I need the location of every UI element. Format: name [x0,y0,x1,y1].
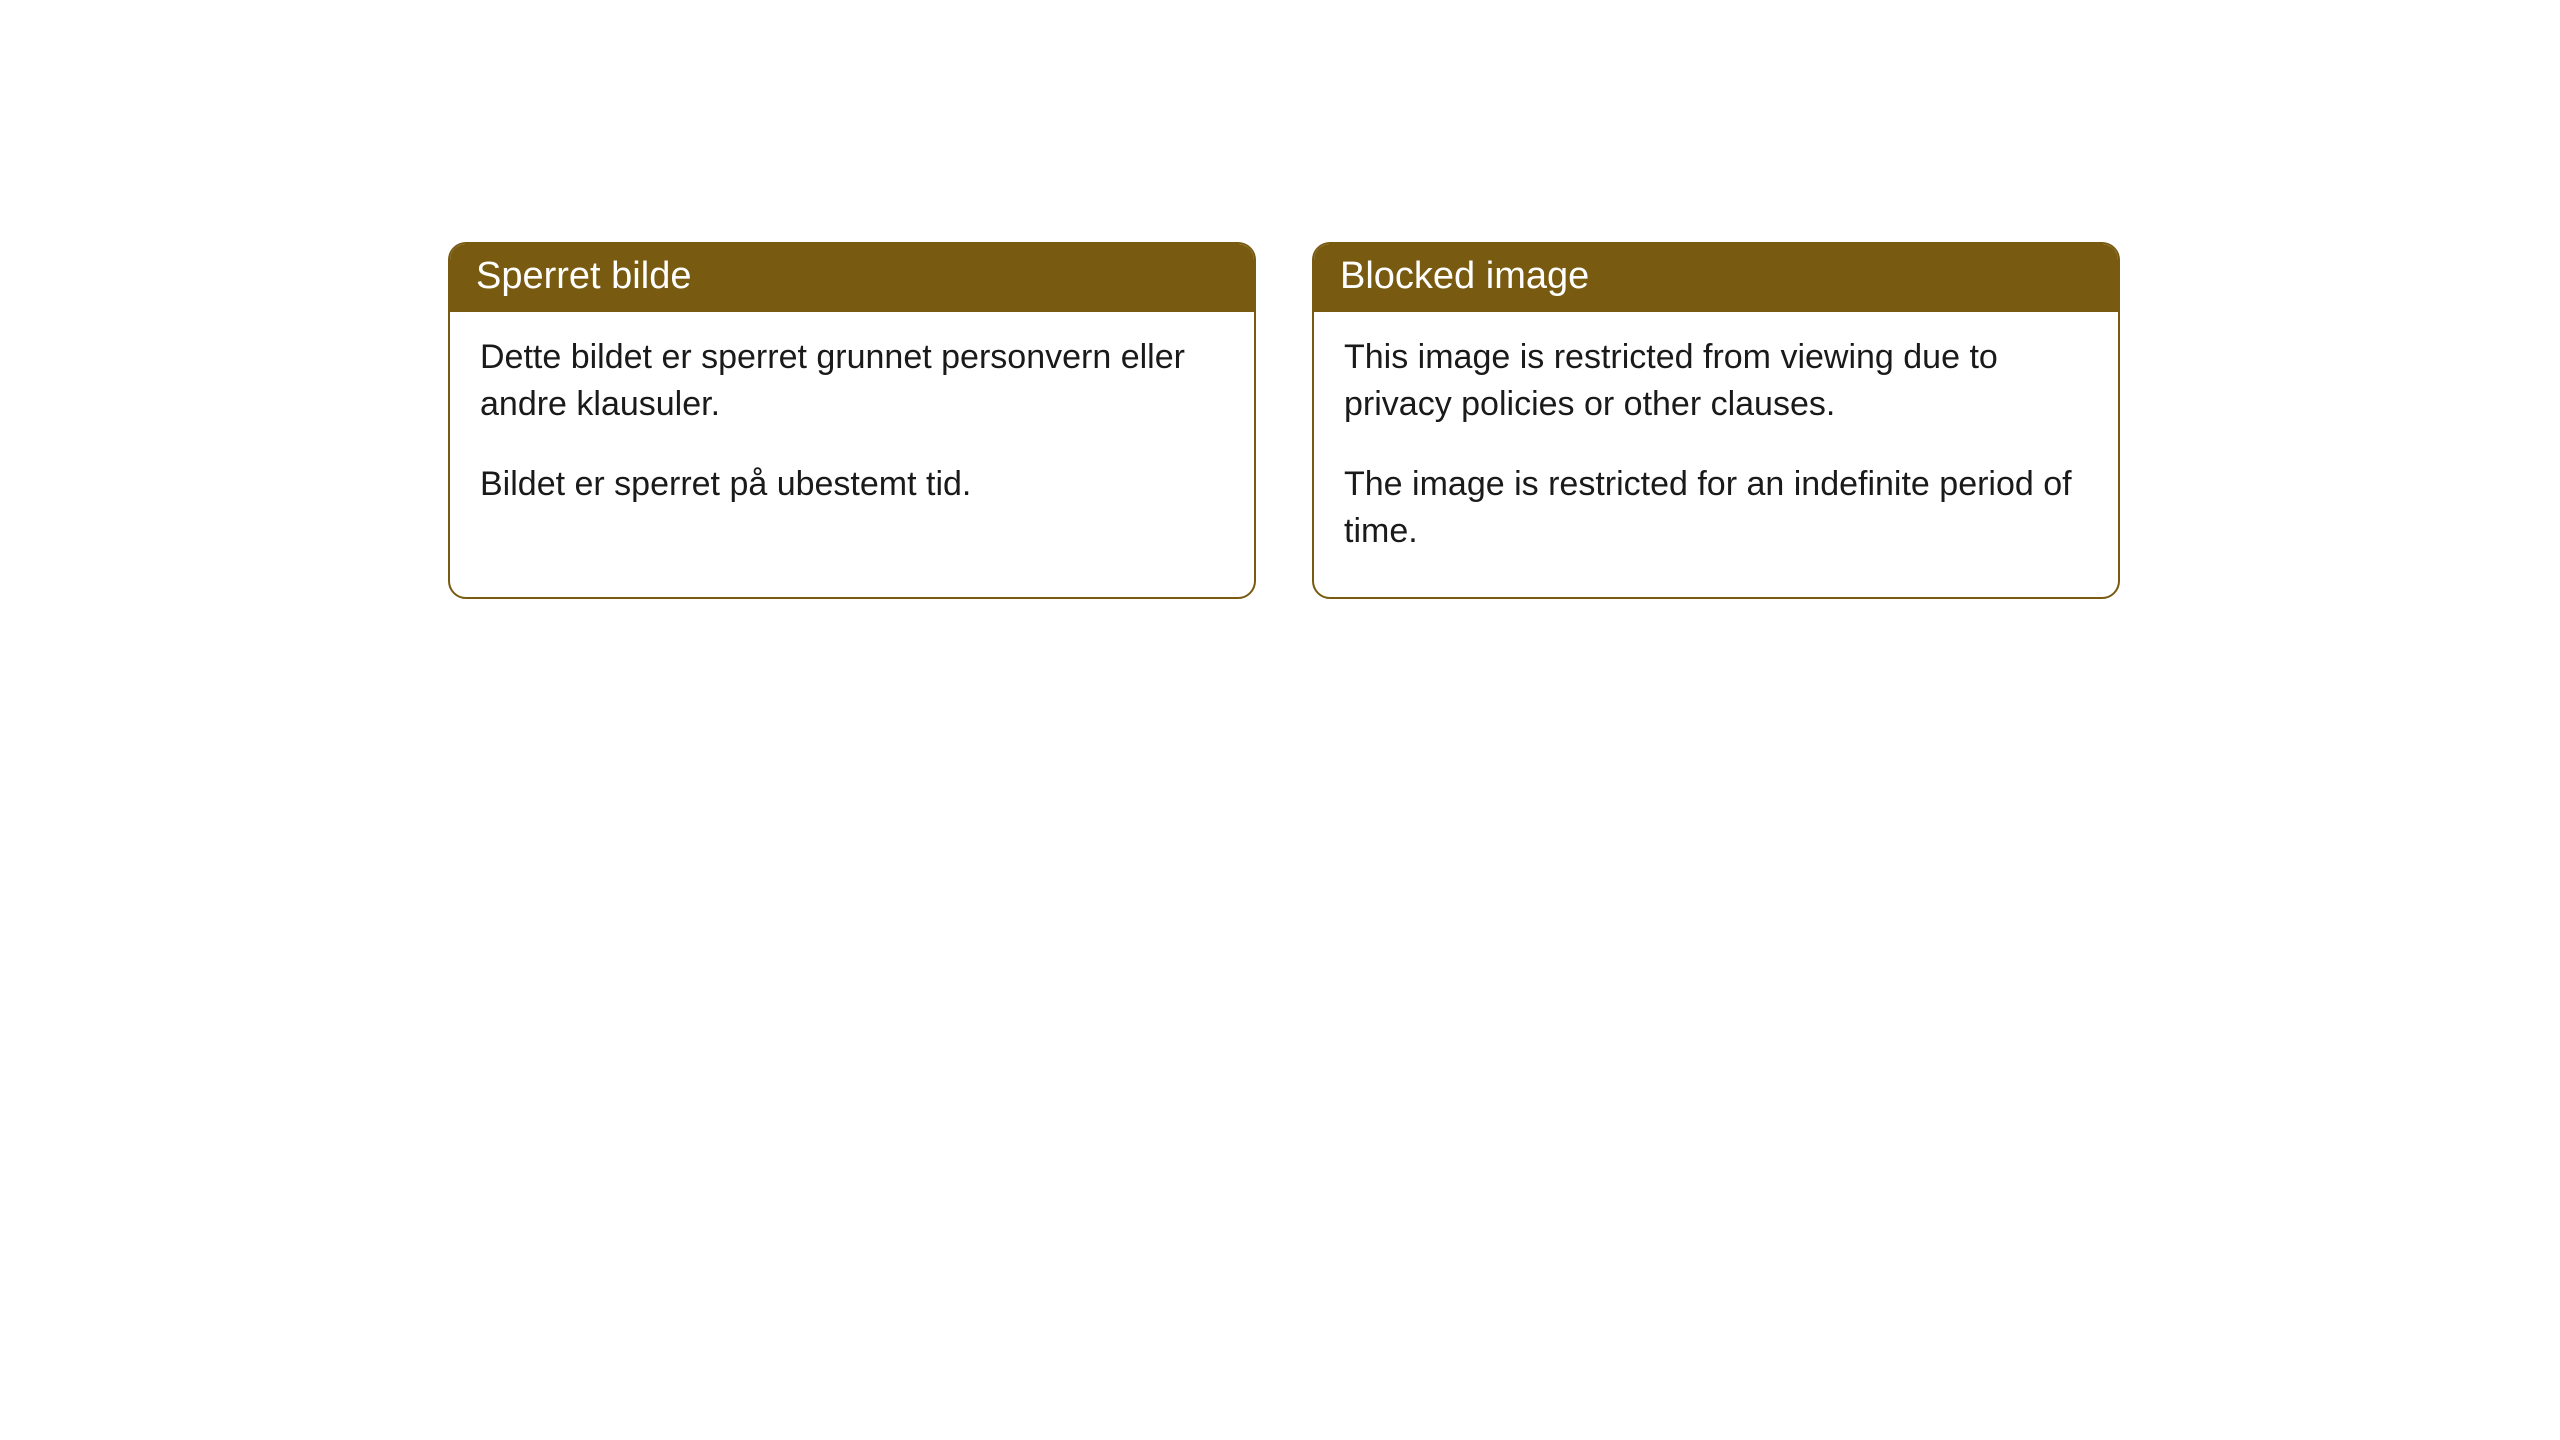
card-body: This image is restricted from viewing du… [1314,312,2118,598]
notice-card-norwegian: Sperret bilde Dette bildet er sperret gr… [448,242,1256,599]
card-body-line-2: Bildet er sperret på ubestemt tid. [480,461,1224,508]
card-header: Sperret bilde [450,244,1254,312]
card-body-line-1: This image is restricted from viewing du… [1344,334,2088,428]
card-body: Dette bildet er sperret grunnet personve… [450,312,1254,551]
card-header: Blocked image [1314,244,2118,312]
card-body-line-1: Dette bildet er sperret grunnet personve… [480,334,1224,428]
notice-card-english: Blocked image This image is restricted f… [1312,242,2120,599]
cards-container: Sperret bilde Dette bildet er sperret gr… [0,0,2560,599]
card-body-line-2: The image is restricted for an indefinit… [1344,461,2088,555]
